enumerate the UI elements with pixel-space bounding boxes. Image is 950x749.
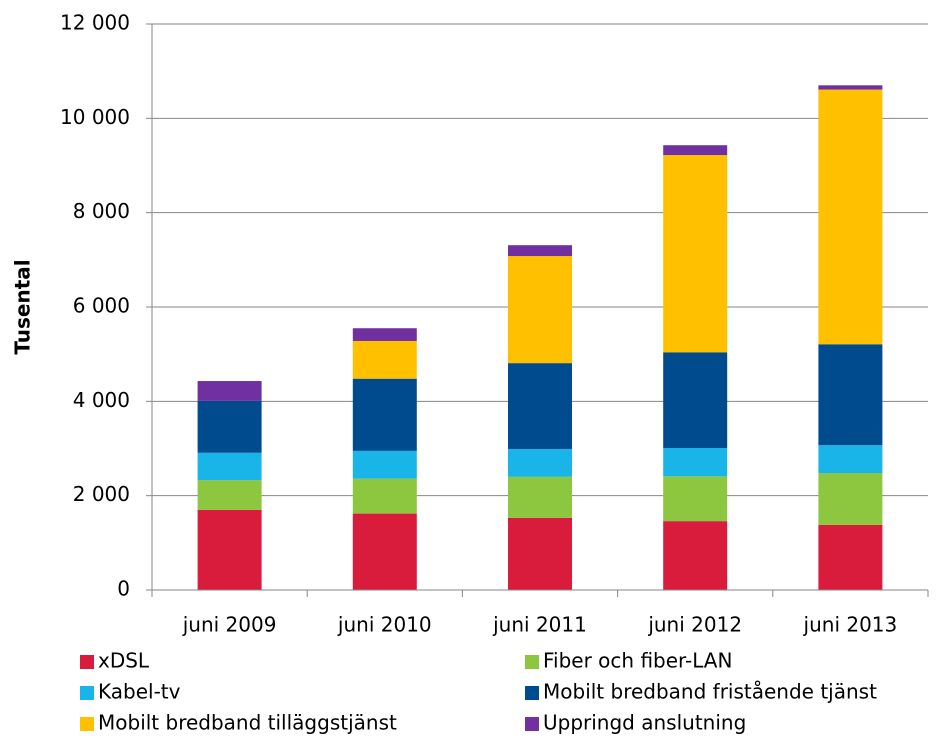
bar-segment [508, 517, 572, 590]
bar-segment [663, 521, 728, 590]
bar-segment [197, 480, 262, 510]
bar-segment [352, 513, 417, 590]
y-tick-label: 8 000 [73, 199, 130, 223]
bar-segment [197, 400, 262, 453]
bar-segment [508, 476, 572, 518]
bar-segment [663, 145, 728, 156]
bar-segment [663, 476, 728, 522]
x-tick-label: juni 2012 [647, 613, 742, 637]
bar-segment [352, 378, 417, 451]
bar-segment [818, 445, 883, 474]
bar-segment [818, 524, 883, 590]
bar-segment [818, 344, 883, 446]
bar-segment [197, 381, 262, 401]
bar-segment [663, 448, 728, 477]
legend-swatch [80, 717, 94, 731]
legend-label: Uppringd anslutning [543, 711, 746, 735]
x-tick-label: juni 2013 [803, 613, 898, 637]
bar-segment [508, 363, 572, 449]
bar-segment [663, 155, 728, 353]
x-tick-label: juni 2009 [182, 613, 277, 637]
bar-segment [818, 85, 883, 90]
legend-swatch [525, 655, 539, 669]
x-tick-label: juni 2010 [337, 613, 432, 637]
x-tick-label: juni 2011 [492, 613, 587, 637]
legend-label: Kabel-tv [98, 680, 181, 704]
bar-segment [352, 478, 417, 514]
legend-swatch [525, 686, 539, 700]
legend-label: Mobilt bredband tilläggstjänst [98, 711, 397, 735]
y-tick-label: 4 000 [73, 388, 130, 412]
bar-segment [663, 352, 728, 449]
bar-segment [508, 245, 572, 257]
bar-segment [197, 452, 262, 481]
legend-label: Mobilt bredband fristående tjänst [543, 680, 877, 704]
y-tick-label: 10 000 [60, 105, 130, 129]
y-axis-title: Tusental [11, 259, 35, 354]
bar-segment [352, 328, 417, 341]
legend-swatch [525, 717, 539, 731]
bar-segment [197, 509, 262, 590]
bar-segment [818, 89, 883, 345]
legend-swatch [80, 686, 94, 700]
bar-segment [508, 256, 572, 364]
legend-swatch [80, 655, 94, 669]
bar-segment [352, 340, 417, 379]
legend-label: xDSL [98, 649, 150, 673]
y-tick-label: 0 [117, 577, 130, 601]
bar-segment [818, 473, 883, 525]
bar-segment [352, 450, 417, 479]
y-tick-label: 2 000 [73, 482, 130, 506]
bar-segment [508, 448, 572, 477]
legend-label: Fiber och fiber-LAN [543, 649, 732, 673]
y-tick-label: 12 000 [60, 11, 130, 35]
y-tick-label: 6 000 [73, 294, 130, 318]
